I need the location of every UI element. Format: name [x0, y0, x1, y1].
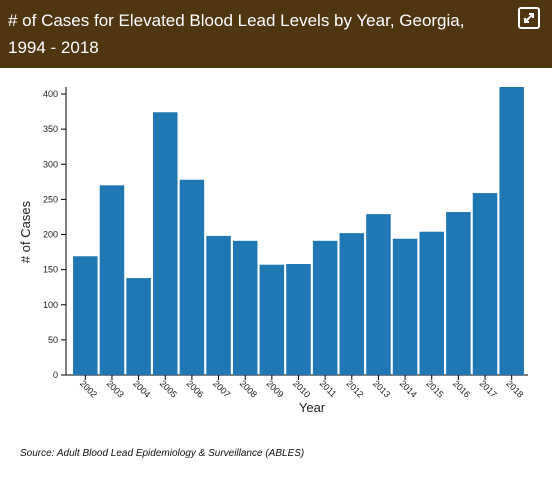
y-tick-label: 0	[53, 370, 58, 380]
expand-button[interactable]	[518, 7, 540, 29]
source-note: Source: Adult Blood Lead Epidemiology & …	[20, 448, 305, 459]
y-tick-label: 300	[43, 159, 58, 169]
bar	[179, 179, 205, 375]
x-tick-label: 2008	[238, 378, 259, 399]
x-tick-label: 2009	[264, 378, 285, 399]
x-tick-label: 2018	[504, 378, 525, 399]
y-axis-label: # of Cases	[18, 200, 33, 263]
x-tick-label: 2005	[158, 378, 179, 399]
x-tick-label: 2013	[371, 378, 392, 399]
x-tick-label: 2016	[451, 378, 472, 399]
x-tick-label: 2010	[291, 378, 312, 399]
y-tick-label: 200	[43, 230, 58, 240]
bar	[99, 185, 125, 375]
bar	[472, 193, 498, 375]
x-tick-label: 2017	[478, 378, 499, 399]
header: # of Cases for Elevated Blood Lead Level…	[0, 0, 552, 68]
bar	[73, 256, 98, 375]
chart-title: # of Cases for Elevated Blood Lead Level…	[8, 11, 465, 57]
x-tick-label: 2004	[131, 378, 152, 399]
x-tick-label: 2012	[344, 378, 365, 399]
x-tick-label: 2002	[78, 378, 99, 399]
bar	[339, 233, 365, 375]
x-tick-label: 2007	[211, 378, 232, 399]
bar	[206, 235, 231, 375]
y-tick-label: 350	[43, 124, 58, 134]
x-tick-label: 2003	[105, 378, 126, 399]
bar	[259, 264, 285, 375]
x-axis-label: Year	[299, 400, 326, 415]
x-tick-label: 2011	[318, 378, 339, 399]
bar	[153, 112, 178, 375]
y-tick-label: 400	[43, 89, 58, 99]
bar	[126, 278, 151, 375]
y-tick-label: 100	[43, 300, 58, 310]
x-tick-label: 2006	[184, 378, 205, 399]
expand-icon	[524, 13, 534, 23]
bar	[312, 240, 338, 375]
x-tick-label: 2014	[398, 378, 419, 399]
y-tick-label: 50	[48, 335, 58, 345]
bar	[392, 238, 418, 375]
bar	[366, 214, 391, 375]
bar	[286, 264, 311, 375]
bar	[499, 87, 524, 375]
y-tick-label: 250	[43, 194, 58, 204]
chart: # of Cases Year 0 50 100 150 200 250 300 350 400…	[18, 87, 528, 415]
x-tick-label: 2015	[424, 378, 445, 399]
bar	[446, 212, 471, 375]
bar	[232, 240, 258, 375]
y-tick-label: 150	[43, 265, 58, 275]
bar	[419, 231, 444, 375]
